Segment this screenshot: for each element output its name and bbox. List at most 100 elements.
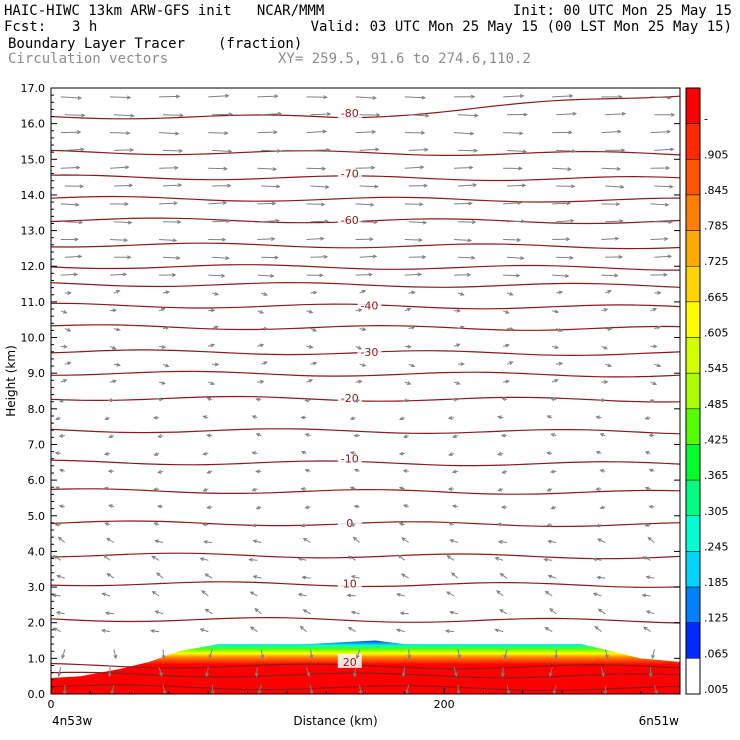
wind-vector [106,538,115,543]
wind-vector-head [544,627,549,631]
wind-vector [162,114,183,116]
wind-vector-head [122,272,128,277]
wind-vector [298,593,307,597]
wind-vector-head [410,363,416,368]
wind-vector [593,593,602,597]
wind-vector [351,575,360,579]
wind-vector-head [665,166,671,171]
wind-vector [503,132,523,134]
wind-vector-head [304,505,310,510]
wind-vector-head [324,219,330,224]
wind-vector [545,627,553,633]
wind-vector [457,114,478,117]
wind-vector-head [592,592,598,597]
wind-vector [545,591,553,597]
wind-vector-head [157,434,162,438]
wind-vector [255,667,258,677]
wind-vector-head [420,130,426,135]
wind-vector-head [603,690,608,694]
wind-vector-head [566,201,572,206]
wind-vector [643,626,651,633]
wind-vector-head [447,487,453,491]
wind-vector [355,131,376,134]
wind-vector-head [450,572,456,577]
colorbar-swatch [685,658,701,695]
wind-vector-head [102,554,108,559]
colorbar-label: .545 [704,362,729,375]
wind-vector-head [325,184,330,189]
wind-vector [499,541,508,543]
wind-vector-head [361,290,367,294]
isotherm-contour [51,395,680,403]
wind-vector [499,609,508,615]
wind-vector-head [349,416,355,421]
wind-vector-head [460,325,465,330]
wind-vector-head [302,537,308,542]
wind-vector-head [448,452,453,456]
wind-vector [261,149,281,152]
wind-vector-head [558,290,564,295]
wind-vector-head [596,575,601,580]
init-time: Init: 00 UTC Mon 25 May 15 [512,3,732,19]
wind-vector [310,256,328,258]
wind-vector-head [116,327,121,332]
wind-vector-head [402,504,408,509]
wind-vector-head [304,468,310,473]
wind-vector-head [466,272,472,277]
wind-vector [53,627,62,633]
wind-vector [200,557,209,561]
wind-vector-head [668,219,673,224]
wind-vector-head [395,628,401,633]
wind-vector-head [648,433,653,438]
wind-vector [453,667,457,677]
wind-vector-head [54,522,60,527]
wind-vector-head [73,272,79,277]
wind-vector [250,591,258,597]
wind-vector-head [471,220,477,225]
wind-vector-head [467,238,473,243]
colorbar-swatch [685,123,701,160]
wind-vector-head [115,290,121,294]
wind-vector-head [550,397,555,402]
y-tick-label: 7.0 [28,438,46,451]
wind-vector-head [322,129,328,134]
x-right-endpoint: 6n51w [639,714,680,728]
wind-vector-head [77,254,83,259]
colorbar-label: .365 [704,469,729,482]
wind-vector [359,255,377,258]
wind-vector-head [664,202,670,207]
wind-vector-head [103,451,109,456]
wind-vector-head [58,433,64,438]
wind-vector-head [106,537,111,542]
wind-vector-head [592,557,598,562]
wind-vector [552,95,573,98]
wind-vector-head [402,469,408,473]
wind-vector-head [421,255,427,259]
wind-vector [162,256,180,259]
wind-vector [359,148,379,151]
wind-vector-head [300,523,306,528]
contour-label: -10 [341,453,359,466]
wind-vector-head [546,523,551,527]
wind-vector-head [494,556,500,561]
wind-vector-head [471,255,476,260]
wind-vector-head [406,381,412,385]
y-tick-label: 11.0 [21,296,46,309]
wind-vector-head [402,434,408,439]
wind-vector-head [424,147,429,152]
wind-vector-head [446,555,451,560]
wind-vector-head [346,593,352,598]
wind-vector-head [130,113,135,118]
wind-vector-head [652,307,658,312]
wind-vector-head [500,672,505,678]
wind-vector-head [165,326,171,330]
wind-vector-head [208,654,213,660]
wind-vector-head [276,148,282,153]
wind-vector-head [644,416,650,420]
wind-vector-head [272,167,278,172]
wind-vector [249,559,258,561]
wind-vector-head [152,415,158,420]
contour-label: -70 [341,168,359,181]
wind-vector [162,184,182,187]
wind-vector-head [567,167,572,172]
